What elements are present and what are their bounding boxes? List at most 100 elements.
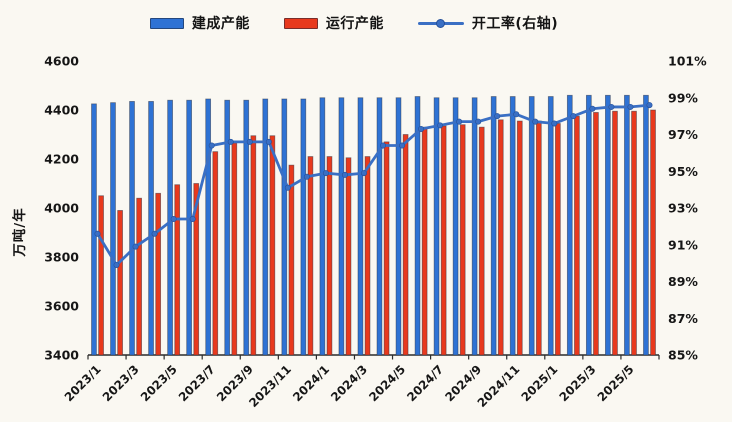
built-capacity-bar xyxy=(224,99,231,356)
right-axis-tick-label: 89% xyxy=(668,274,698,289)
built-capacity-bar xyxy=(528,96,535,356)
built-capacity-bar xyxy=(547,96,554,356)
built-capacity-bar xyxy=(148,101,154,356)
left-axis-title: 万吨/年 xyxy=(11,207,28,257)
built-capacity-bar xyxy=(433,97,440,356)
built-capacity-bar xyxy=(585,94,592,356)
operating-capacity-bar xyxy=(307,156,314,356)
operating-rate-marker xyxy=(627,103,634,110)
operating-rate-marker xyxy=(475,118,482,125)
built-capacity-bar xyxy=(414,96,421,356)
operating-rate-marker xyxy=(303,173,310,180)
operating-rate-marker xyxy=(513,111,520,118)
built-capacity-bar xyxy=(605,94,611,356)
left-axis-tick-label: 3400 xyxy=(44,348,79,363)
operating-rate-marker xyxy=(94,230,101,237)
operating-capacity-bar xyxy=(516,120,523,356)
operating-capacity-bar xyxy=(269,135,276,356)
left-axis-tick-label: 3800 xyxy=(44,250,79,265)
operating-rate-marker xyxy=(589,105,596,112)
x-axis-tick-label: 2025/5 xyxy=(595,362,637,404)
built-capacity-bar xyxy=(205,98,212,356)
legend-label-operating-rate: 开工率(右轴) xyxy=(471,16,559,32)
operating-rate-marker xyxy=(170,216,177,223)
operating-capacity-bar xyxy=(574,115,580,356)
operating-rate-line xyxy=(96,103,651,267)
x-axis-tick-label: 2024/11 xyxy=(475,362,523,410)
operating-rate-marker xyxy=(341,171,348,178)
legend-label-operating-capacity: 运行产能 xyxy=(325,16,384,32)
built-capacity-swatch xyxy=(149,17,184,29)
built-capacity-bar xyxy=(243,99,250,356)
operating-capacity-bar xyxy=(459,124,466,356)
x-axis-tick-label: 2023/7 xyxy=(176,362,218,404)
operating-rate-marker xyxy=(189,216,196,223)
x-axis-tick-label: 2024/3 xyxy=(328,362,370,404)
built-capacity-bar xyxy=(624,94,630,356)
operating-capacity-bar xyxy=(326,156,333,356)
operating-rate-marker xyxy=(437,122,444,129)
operating-capacity-bar xyxy=(345,157,352,356)
right-axis-tick-label: 85% xyxy=(668,348,698,363)
right-axis-tick-label: 91% xyxy=(668,237,698,252)
right-axis-tick-label: 95% xyxy=(668,164,698,179)
operating-capacity-bar xyxy=(497,119,504,356)
x-axis-tick-label: 2023/11 xyxy=(246,362,294,410)
operating-rate-marker xyxy=(284,184,291,191)
built-capacity-bar xyxy=(300,98,307,356)
x-axis-tick-label: 2025/3 xyxy=(557,362,599,404)
built-capacity-bar xyxy=(566,94,573,356)
x-axis-tick-label: 2023/3 xyxy=(100,362,142,404)
right-axis-tick-label: 93% xyxy=(668,201,698,216)
operating-rate-marker xyxy=(322,170,329,177)
built-capacity-bar xyxy=(262,98,269,356)
operating-capacity-swatch xyxy=(283,17,318,29)
operating-rate-marker xyxy=(227,138,234,145)
operating-rate-marker xyxy=(456,118,463,125)
chart-legend: 建成产能 运行产能 开工率(右轴) xyxy=(0,13,720,33)
operating-rate-marker xyxy=(208,142,215,149)
built-capacity-bar xyxy=(110,102,116,356)
operating-rate-marker xyxy=(246,138,253,145)
legend-item-operating-capacity: 运行产能 xyxy=(283,13,384,33)
operating-rate-marker xyxy=(551,120,558,127)
built-capacity-bar xyxy=(186,99,192,356)
operating-capacity-bar xyxy=(535,120,542,356)
built-capacity-bar xyxy=(338,97,345,356)
built-capacity-bar xyxy=(376,97,383,356)
built-capacity-bar xyxy=(281,98,288,356)
operating-capacity-bar xyxy=(478,126,485,356)
operating-rate-marker xyxy=(113,261,120,268)
operating-capacity-bar xyxy=(612,110,618,356)
operating-capacity-bar xyxy=(136,197,142,356)
operating-rate-marker xyxy=(399,142,406,149)
x-axis-tick-label: 2023/1 xyxy=(62,362,104,404)
built-capacity-bar xyxy=(395,97,402,356)
operating-rate-marker xyxy=(151,230,158,237)
operating-capacity-bar xyxy=(212,151,219,356)
left-axis-tick-label: 4600 xyxy=(44,54,79,69)
x-axis-tick-label: 2024/1 xyxy=(290,362,332,404)
operating-capacity-bar xyxy=(421,126,428,356)
operating-capacity-bar xyxy=(440,125,447,356)
line-swatch-marker-icon xyxy=(436,18,446,28)
operating-capacity-bar xyxy=(402,134,409,356)
left-axis-tick-label: 4200 xyxy=(44,152,79,167)
x-axis-tick-label: 2025/1 xyxy=(518,362,560,404)
operating-capacity-bar xyxy=(593,112,599,356)
operating-capacity-bar xyxy=(288,164,295,356)
x-axis-tick-label: 2024/5 xyxy=(366,362,408,404)
built-capacity-bar xyxy=(129,101,135,356)
operating-rate-marker xyxy=(418,125,425,132)
operating-capacity-bar xyxy=(250,135,257,356)
operating-rate-marker xyxy=(646,102,653,109)
x-axis-tick-label: 2023/5 xyxy=(138,362,180,404)
operating-capacity-bar xyxy=(631,110,637,356)
operating-rate-marker xyxy=(532,118,539,125)
operating-capacity-bar xyxy=(193,183,200,356)
legend-item-operating-rate: 开工率(右轴) xyxy=(417,13,559,33)
left-axis-tick-label: 3600 xyxy=(44,299,79,314)
right-axis-tick-label: 87% xyxy=(668,311,698,326)
